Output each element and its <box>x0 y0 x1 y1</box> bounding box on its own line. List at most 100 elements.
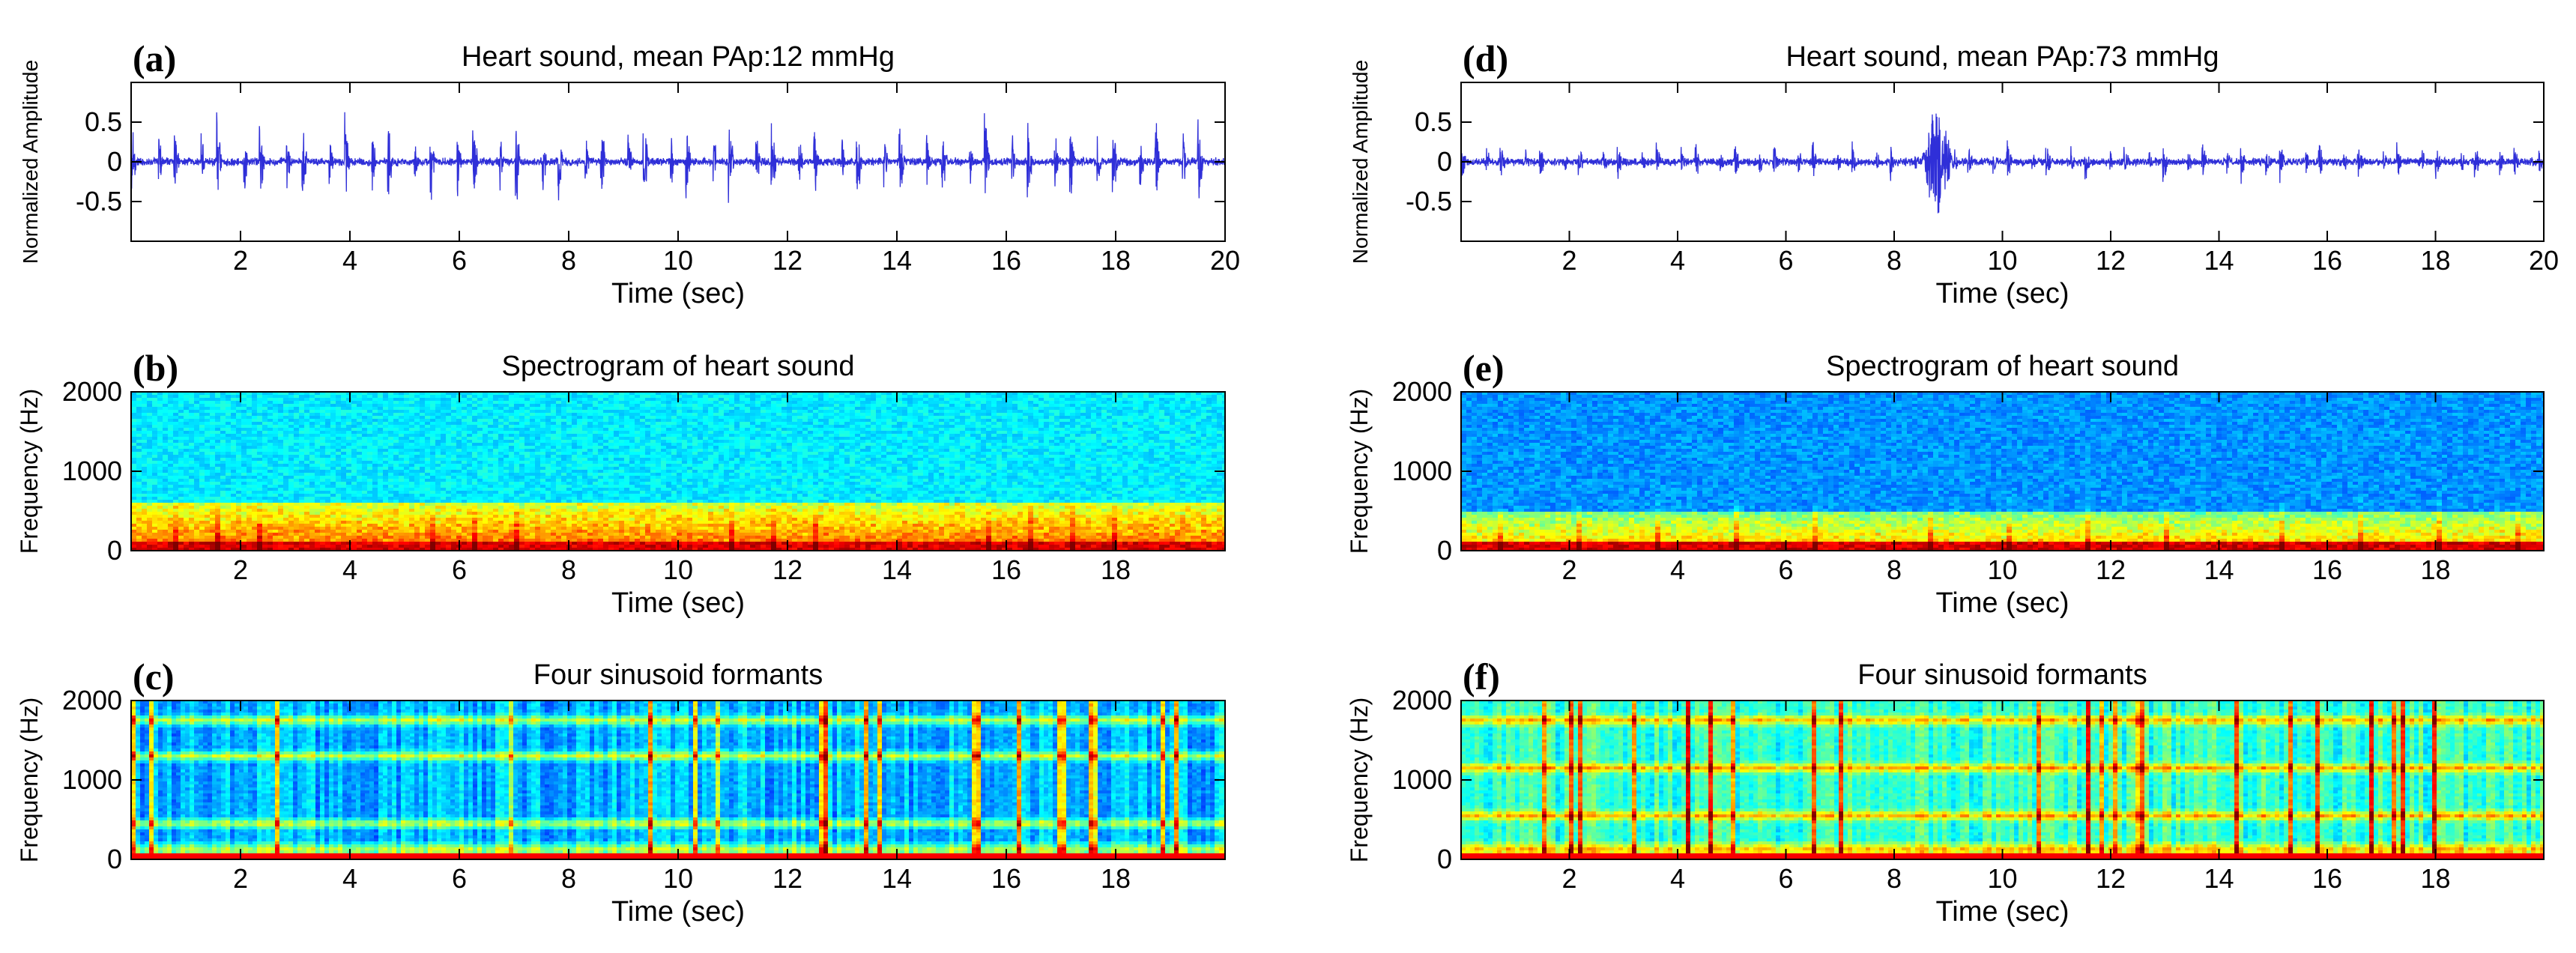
x-tick-label: 10 <box>663 554 693 585</box>
x-tick-label: 4 <box>1670 554 1685 585</box>
x-tick-label: 8 <box>561 863 576 894</box>
x-tick-label: 10 <box>663 245 693 276</box>
x-tick-label: 2 <box>233 245 248 276</box>
y-tick-label: 0 <box>107 146 122 177</box>
x-tick-label: 18 <box>1101 554 1131 585</box>
chart-title: Spectrogram of heart sound <box>1826 351 2179 382</box>
x-tick-label: 8 <box>1887 245 1902 276</box>
y-tick-label: 2000 <box>1392 376 1452 407</box>
x-tick-label: 6 <box>452 554 467 585</box>
y-tick-label: 0 <box>1437 535 1452 566</box>
x-axis-label: Time (sec) <box>1935 587 2069 619</box>
y-axis-label: Frequency (Hz) <box>1346 698 1373 863</box>
x-tick-label: 18 <box>2420 245 2450 276</box>
chart-title: Four sinusoid formants <box>1857 659 2147 691</box>
plot-area <box>131 112 1225 203</box>
plot-area <box>1461 701 2544 859</box>
y-tick-label: 1000 <box>62 456 122 486</box>
x-axis-label: Time (sec) <box>1935 278 2069 309</box>
x-tick-label: 4 <box>1670 245 1685 276</box>
y-tick-label: 2000 <box>62 376 122 407</box>
x-tick-label: 6 <box>1778 245 1793 276</box>
y-axis-label: Normalized Amplitude <box>19 60 42 264</box>
panel-e: 2 4 6 8 10 12 14 16 18 0 1000 2000 Time (sec) Frequen… <box>1346 347 2545 619</box>
x-tick-label: 6 <box>452 863 467 894</box>
x-tick-label: 16 <box>991 245 1021 276</box>
x-tick-label: 18 <box>2420 863 2450 894</box>
x-tick-label: 8 <box>1887 554 1902 585</box>
y-tick-label: 0 <box>1437 146 1452 177</box>
y-tick-label: 0.5 <box>85 106 122 137</box>
x-tick-label: 14 <box>882 554 912 585</box>
y-axis-label: Normalized Amplitude <box>1349 60 1372 264</box>
x-tick-label: 14 <box>2204 863 2234 894</box>
panel-b: 2 4 6 8 10 12 14 16 18 0 1000 2000 Time (sec) Frequen… <box>16 347 1226 619</box>
x-tick-label: 2 <box>1561 245 1576 276</box>
chart-title: Heart sound, mean PAp:12 mmHg <box>462 41 895 73</box>
chart-title: Spectrogram of heart sound <box>501 351 854 382</box>
chart-title: Four sinusoid formants <box>533 659 823 691</box>
panel-label: (f) <box>1463 656 1500 698</box>
y-tick-label: 2000 <box>62 685 122 715</box>
y-tick-label: 0.5 <box>1415 106 1452 137</box>
y-tick-label: 1000 <box>62 764 122 795</box>
y-axis-label: Frequency (Hz) <box>16 698 43 863</box>
x-axis-label: Time (sec) <box>1935 896 2069 928</box>
x-tick-label: 18 <box>2420 554 2450 585</box>
y-tick-label: -0.5 <box>76 186 122 217</box>
x-tick-label: 12 <box>2096 554 2126 585</box>
plot-area <box>131 701 1225 859</box>
y-axis-label: Frequency (Hz) <box>1346 389 1373 554</box>
y-tick-label: 0 <box>1437 844 1452 874</box>
y-tick-label: 1000 <box>1392 764 1452 795</box>
panel-label: (c) <box>133 656 175 698</box>
x-tick-label: 14 <box>882 245 912 276</box>
panel-label: (e) <box>1463 347 1505 389</box>
chart-title: Heart sound, mean PAp:73 mmHg <box>1786 41 2219 73</box>
x-tick-label: 20 <box>1210 245 1240 276</box>
x-tick-label: 10 <box>663 863 693 894</box>
x-tick-label: 14 <box>882 863 912 894</box>
x-tick-label: 12 <box>773 554 802 585</box>
x-tick-label: 16 <box>2312 863 2342 894</box>
y-tick-label: 0 <box>107 844 122 874</box>
x-tick-label: 8 <box>1887 863 1902 894</box>
y-tick-label: 2000 <box>1392 685 1452 715</box>
x-tick-label: 8 <box>561 245 576 276</box>
plot-area <box>131 392 1225 551</box>
x-axis-label: Time (sec) <box>611 278 745 309</box>
x-tick-label: 6 <box>1778 554 1793 585</box>
x-tick-label: 12 <box>2096 863 2126 894</box>
x-tick-label: 14 <box>2204 245 2234 276</box>
y-axis-label: Frequency (Hz) <box>16 389 43 554</box>
x-tick-label: 12 <box>2096 245 2126 276</box>
x-tick-label: 4 <box>342 245 357 276</box>
x-tick-label: 20 <box>2529 245 2559 276</box>
x-tick-label: 2 <box>233 863 248 894</box>
x-tick-label: 8 <box>561 554 576 585</box>
plot-area <box>1461 392 2544 551</box>
x-tick-label: 10 <box>1987 554 2017 585</box>
x-tick-label: 16 <box>991 863 1021 894</box>
panel-label: (b) <box>133 347 178 389</box>
x-tick-label: 14 <box>2204 554 2234 585</box>
y-tick-label: 0 <box>107 535 122 566</box>
x-tick-label: 4 <box>1670 863 1685 894</box>
x-tick-label: 2 <box>1561 863 1576 894</box>
x-tick-label: 12 <box>773 245 802 276</box>
signal-trace <box>131 112 1225 203</box>
x-tick-label: 18 <box>1101 245 1131 276</box>
x-tick-label: 18 <box>1101 863 1131 894</box>
x-tick-label: 4 <box>342 554 357 585</box>
x-tick-label: 2 <box>233 554 248 585</box>
plot-area <box>1461 113 2544 214</box>
y-tick-label: -0.5 <box>1406 186 1452 217</box>
x-tick-label: 12 <box>773 863 802 894</box>
x-tick-label: 6 <box>1778 863 1793 894</box>
x-tick-label: 4 <box>342 863 357 894</box>
y-tick-label: 1000 <box>1392 456 1452 486</box>
panel-label: (a) <box>133 37 176 79</box>
x-tick-label: 16 <box>2312 554 2342 585</box>
panel-c: 2 4 6 8 10 12 14 16 18 0 1000 2000 Time (sec) Frequen… <box>16 656 1226 928</box>
